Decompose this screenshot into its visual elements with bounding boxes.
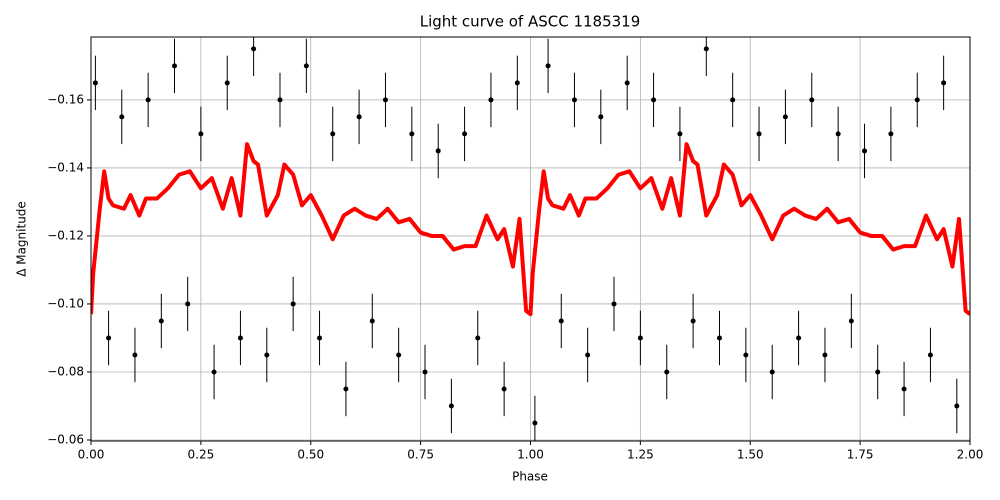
data-point	[664, 369, 670, 375]
data-point	[224, 80, 230, 86]
x-axis-label: Phase	[512, 470, 548, 484]
x-tick-label: 2.00	[957, 448, 984, 462]
data-point	[796, 335, 802, 341]
axes-frame	[90, 36, 971, 442]
y-tick-label: −0.08	[47, 364, 84, 378]
data-point	[277, 97, 283, 103]
data-point	[703, 46, 709, 52]
data-point	[545, 63, 551, 69]
data-point	[145, 97, 151, 103]
data-point	[119, 114, 125, 120]
data-point	[637, 335, 643, 341]
data-point	[396, 352, 402, 358]
data-point	[462, 131, 468, 137]
data-layer	[91, 37, 970, 441]
x-tick-label: 1.75	[847, 448, 874, 462]
data-point	[624, 80, 630, 86]
data-point	[743, 352, 749, 358]
y-tick-label: −0.16	[47, 92, 84, 106]
data-point	[901, 386, 907, 392]
data-point	[862, 148, 868, 154]
x-tick-label: 1.00	[517, 448, 544, 462]
data-point	[303, 63, 309, 69]
data-point	[409, 131, 415, 137]
data-point	[888, 131, 894, 137]
data-point	[598, 114, 604, 120]
data-point	[927, 352, 933, 358]
y-tick-label: −0.12	[47, 228, 84, 242]
x-tick-label: 0.75	[407, 448, 434, 462]
grid	[90, 37, 971, 441]
data-point	[251, 46, 257, 52]
y-axis-label: Δ Magnitude	[15, 201, 29, 277]
x-tick-label: 0.00	[78, 448, 105, 462]
data-point	[448, 403, 454, 409]
data-point	[356, 114, 362, 120]
data-point	[809, 97, 815, 103]
data-point	[92, 80, 98, 86]
data-point	[532, 420, 538, 426]
x-tick-label: 1.25	[627, 448, 654, 462]
data-point	[330, 131, 336, 137]
data-point	[343, 386, 349, 392]
chart-title: Light curve of ASCC 1185319	[420, 13, 641, 31]
data-point	[571, 97, 577, 103]
data-point	[558, 318, 564, 324]
data-point	[848, 318, 854, 324]
data-point	[198, 131, 204, 137]
data-point	[475, 335, 481, 341]
data-point	[875, 369, 881, 375]
x-tick-label: 0.50	[297, 448, 324, 462]
data-point	[782, 114, 788, 120]
data-point	[716, 335, 722, 341]
data-point	[822, 352, 828, 358]
data-point	[369, 318, 375, 324]
data-point	[106, 335, 112, 341]
data-point	[382, 97, 388, 103]
data-point	[211, 369, 217, 375]
data-point	[954, 403, 960, 409]
data-point	[914, 97, 920, 103]
data-point	[611, 301, 617, 307]
data-point	[488, 97, 494, 103]
data-point	[185, 301, 191, 307]
data-point	[132, 352, 138, 358]
data-point	[422, 369, 428, 375]
x-tick-label: 0.25	[188, 448, 215, 462]
data-point	[317, 335, 323, 341]
x-tick-label: 1.50	[737, 448, 764, 462]
data-point	[941, 80, 947, 86]
data-point	[651, 97, 657, 103]
data-point	[585, 352, 591, 358]
data-point	[264, 352, 270, 358]
y-tick-label: −0.06	[47, 432, 84, 446]
data-point	[514, 80, 520, 86]
data-point	[158, 318, 164, 324]
data-point	[690, 318, 696, 324]
data-point	[756, 131, 762, 137]
data-point	[835, 131, 841, 137]
data-point	[501, 386, 507, 392]
y-tick-label: −0.10	[47, 296, 84, 310]
line	[91, 142, 970, 317]
data-point	[730, 97, 736, 103]
data-point	[769, 369, 775, 375]
data-point	[677, 131, 683, 137]
data-point	[237, 335, 243, 341]
data-point	[172, 63, 178, 69]
data-point	[435, 148, 441, 154]
y-tick-label: −0.14	[47, 160, 84, 174]
data-point	[290, 301, 296, 307]
plot-area: 0.00 0.25 0.50 0.75 1.00 1.25 1.50 1.75 2.00 −0.1…	[47, 36, 984, 462]
